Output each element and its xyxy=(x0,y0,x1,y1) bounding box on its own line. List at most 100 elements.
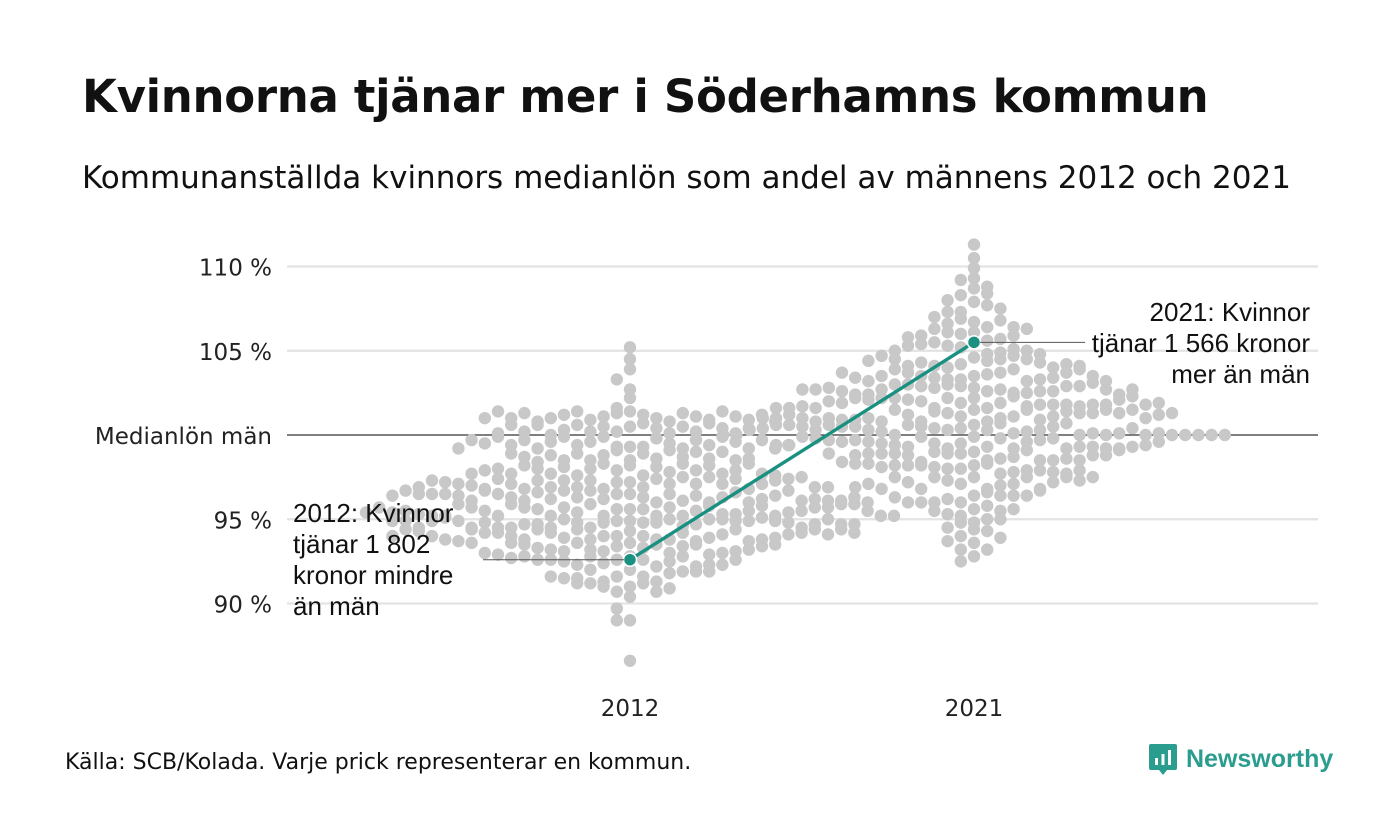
data-point xyxy=(849,433,862,447)
data-point xyxy=(981,440,994,453)
data-point xyxy=(610,487,623,501)
data-point xyxy=(888,363,901,376)
data-point xyxy=(1007,329,1020,342)
data-point xyxy=(1165,406,1179,420)
data-point xyxy=(835,455,849,469)
data-point xyxy=(1073,363,1086,376)
data-point xyxy=(1007,363,1020,376)
data-point xyxy=(981,457,994,470)
data-point xyxy=(981,513,994,526)
data-point xyxy=(888,403,901,416)
data-point xyxy=(584,521,597,534)
data-point xyxy=(623,590,637,603)
data-point xyxy=(954,516,967,529)
data-point xyxy=(1033,464,1047,477)
data-point xyxy=(769,401,783,415)
data-point xyxy=(849,391,862,405)
data-point xyxy=(861,504,874,518)
data-point xyxy=(1047,454,1060,467)
data-point xyxy=(399,523,412,536)
data-point xyxy=(821,513,835,526)
data-point xyxy=(637,553,650,566)
data-point xyxy=(597,482,610,496)
data-point xyxy=(676,494,689,507)
data-point xyxy=(505,467,518,480)
highlight-point xyxy=(966,335,982,350)
data-point xyxy=(967,351,981,364)
data-point xyxy=(1007,450,1020,464)
data-point xyxy=(597,580,610,593)
data-point xyxy=(967,536,981,550)
data-point xyxy=(571,447,584,460)
data-point xyxy=(1113,406,1126,420)
data-point xyxy=(862,447,875,460)
data-point xyxy=(1179,428,1192,442)
data-point xyxy=(1020,322,1033,336)
data-point xyxy=(1086,470,1100,484)
data-point xyxy=(981,354,994,368)
data-point xyxy=(717,428,730,442)
data-point xyxy=(1152,435,1166,448)
data-point xyxy=(1020,403,1033,416)
data-point xyxy=(875,460,888,474)
data-point xyxy=(676,565,689,578)
data-point xyxy=(1007,390,1020,403)
data-point xyxy=(676,457,689,470)
data-point xyxy=(1113,393,1126,406)
data-point xyxy=(835,366,849,379)
data-point xyxy=(478,484,491,497)
data-point xyxy=(887,509,901,523)
data-point xyxy=(610,475,623,489)
data-point xyxy=(1033,384,1047,398)
data-point xyxy=(729,523,742,536)
data-point xyxy=(571,469,584,482)
chart-svg: 90 % 95 % Medianlön män 105 % 110 % 2012 2021 2… xyxy=(95,238,1318,722)
data-point xyxy=(808,523,821,536)
data-point xyxy=(981,423,994,437)
highlight-layer xyxy=(483,335,1085,567)
data-point xyxy=(981,320,994,334)
data-point xyxy=(637,481,650,494)
data-point xyxy=(796,420,809,433)
data-point xyxy=(1099,428,1113,442)
data-point xyxy=(650,411,663,425)
data-point xyxy=(915,379,928,393)
data-point xyxy=(981,384,994,398)
data-point xyxy=(518,538,531,551)
data-point xyxy=(941,474,954,487)
data-point xyxy=(808,501,821,514)
data-point xyxy=(981,543,994,556)
brand-logo[interactable]: Newsworthy xyxy=(1148,742,1333,776)
data-point xyxy=(399,504,412,518)
data-point xyxy=(756,411,769,425)
data-point xyxy=(452,514,465,528)
data-point xyxy=(597,516,610,529)
data-point xyxy=(518,433,531,447)
data-point xyxy=(425,474,439,487)
highlight-point xyxy=(622,552,638,567)
data-point xyxy=(663,487,676,501)
data-point xyxy=(941,447,954,460)
data-point xyxy=(821,501,835,514)
data-point xyxy=(822,447,835,460)
data-point xyxy=(1047,432,1060,445)
data-point xyxy=(531,474,544,487)
data-point xyxy=(1020,443,1033,457)
data-point xyxy=(1007,489,1020,502)
data-point xyxy=(412,487,425,501)
data-point xyxy=(1086,376,1100,389)
data-point xyxy=(795,470,808,484)
data-point xyxy=(769,438,783,452)
data-point xyxy=(1020,352,1033,366)
data-point xyxy=(901,339,915,352)
data-point xyxy=(610,602,623,615)
data-point xyxy=(981,299,994,312)
data-point xyxy=(849,420,862,433)
data-point xyxy=(796,430,809,443)
data-point xyxy=(901,418,915,432)
data-point xyxy=(941,305,954,319)
data-point xyxy=(1047,465,1060,479)
data-point xyxy=(1007,477,1020,491)
data-point xyxy=(439,533,452,546)
data-point xyxy=(928,336,941,349)
